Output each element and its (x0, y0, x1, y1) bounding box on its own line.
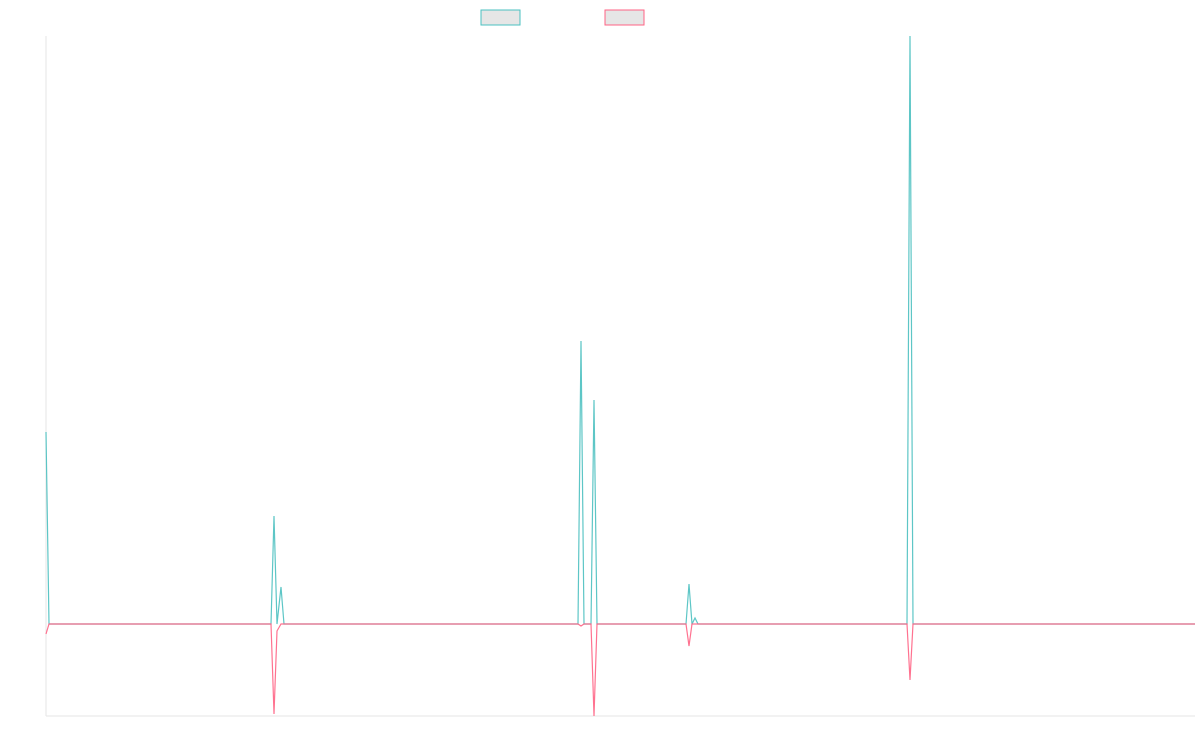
series-line (45, 35, 1195, 627)
legend-swatch (480, 9, 521, 26)
series-line (45, 623, 1195, 717)
legend-swatch (604, 9, 645, 26)
